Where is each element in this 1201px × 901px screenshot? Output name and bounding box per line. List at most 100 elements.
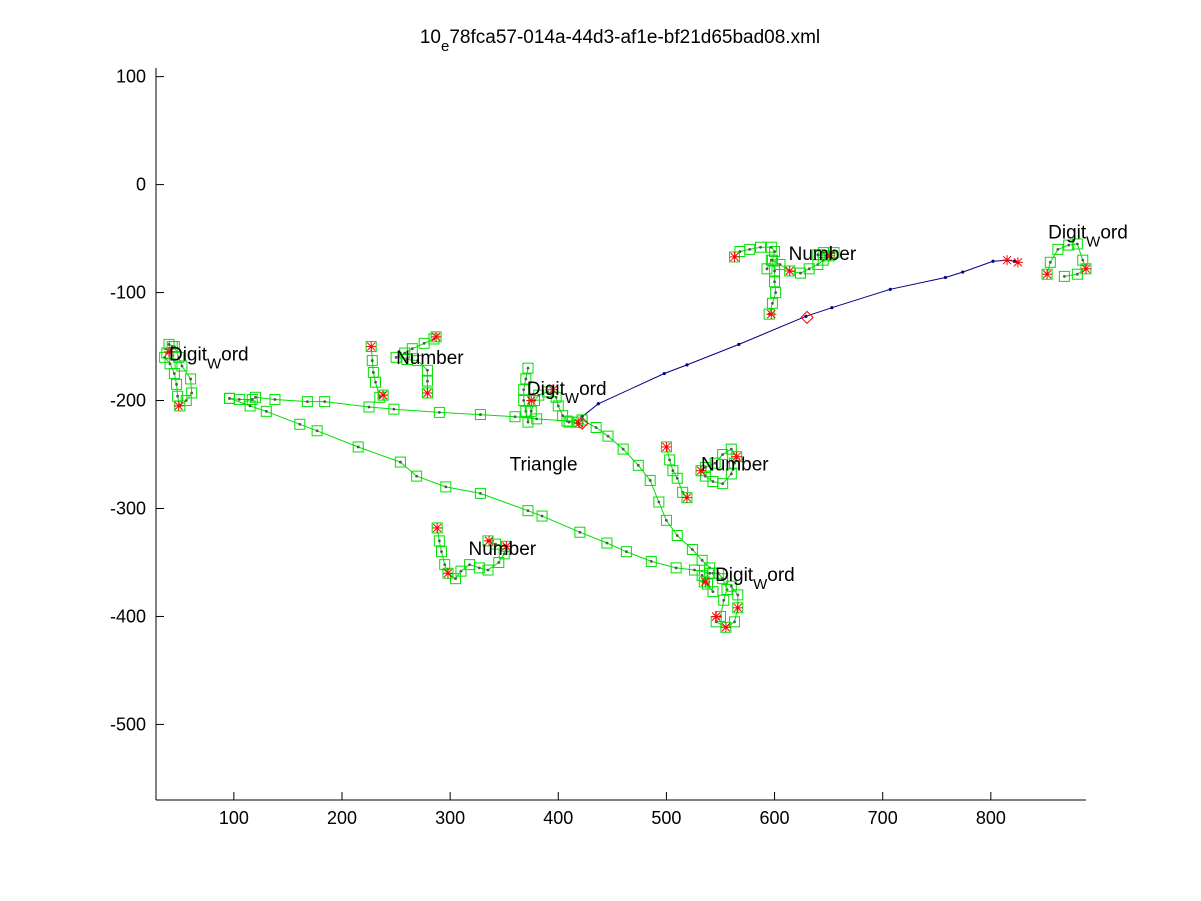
data-point-dot: [264, 409, 268, 413]
data-point-box: [645, 555, 657, 567]
data-point-box: [617, 443, 629, 455]
red-star-marker: [431, 332, 441, 342]
data-point-dot: [1048, 260, 1052, 264]
red-star-marker: [1042, 269, 1052, 279]
data-point-dot: [189, 377, 193, 381]
data-point-dot: [729, 472, 733, 476]
data-point-dot: [733, 461, 736, 465]
data-point-dot: [816, 253, 820, 257]
data-point-box: [1071, 268, 1083, 280]
data-point-box: [765, 241, 777, 253]
data-point-dot: [237, 398, 241, 401]
annotation-label: DigitWord: [1048, 223, 1128, 251]
data-point-dot: [479, 413, 482, 416]
series-line: [766, 252, 836, 274]
data-point-dot: [711, 480, 715, 483]
x-tick-label: 200: [327, 808, 357, 828]
data-point-dot: [374, 380, 377, 384]
data-point-dot: [416, 359, 420, 362]
data-point-dot: [190, 391, 194, 395]
annotation-label: DigitWord: [715, 565, 795, 593]
data-point-dot: [405, 358, 409, 361]
data-point-box: [671, 529, 683, 541]
red-star-marker: [443, 568, 453, 578]
data-point-dot: [729, 447, 733, 451]
data-point-dot: [625, 550, 628, 554]
data-point-dot: [722, 598, 726, 602]
data-point-dot: [367, 405, 371, 409]
data-point-box: [620, 546, 632, 558]
red-star-marker: [721, 622, 731, 632]
data-point-box: [732, 589, 744, 601]
data-point-box: [233, 393, 245, 405]
data-point-box: [246, 393, 258, 405]
data-point-dot: [437, 539, 441, 543]
data-point-box: [525, 405, 537, 417]
data-point-dot: [170, 345, 174, 348]
red-star-marker: [502, 541, 511, 551]
data-point-dot: [522, 399, 526, 402]
annotation-text: ord: [767, 565, 794, 586]
annotation-text: Number: [396, 348, 464, 369]
data-point-dot: [459, 569, 463, 573]
data-point-dot: [561, 414, 565, 418]
data-point-box: [1071, 238, 1083, 250]
data-point-box: [671, 472, 683, 484]
annotation-label: Number: [789, 244, 857, 265]
annotation-label: Triangle: [510, 455, 578, 476]
data-point-box: [522, 362, 534, 374]
data-point-box: [721, 583, 733, 595]
series-line: [581, 259, 1019, 418]
data-point-box: [1052, 243, 1064, 255]
x-tick-label: 100: [219, 808, 249, 828]
data-point-box: [185, 373, 197, 385]
data-point-box: [660, 514, 672, 526]
data-point-dot: [675, 534, 679, 537]
data-point-dot: [778, 263, 782, 266]
data-series: [159, 238, 1092, 633]
data-point-box: [574, 526, 586, 538]
data-point-dot: [522, 388, 526, 392]
data-point-dot: [943, 275, 948, 280]
x-tick-label: 800: [976, 808, 1006, 828]
data-point-box: [294, 418, 306, 430]
data-point-dot: [537, 393, 541, 397]
data-point-dot: [305, 400, 309, 404]
data-point-dot: [1062, 274, 1066, 278]
series-line: [581, 419, 711, 569]
annotation-label: DigitWord: [169, 345, 249, 373]
data-point-dot: [991, 259, 995, 263]
data-point-dot: [713, 461, 717, 465]
series-line: [734, 246, 777, 315]
x-tick-label: 300: [435, 808, 465, 828]
annotation-text: ord: [579, 379, 606, 400]
red-star-marker: [711, 612, 721, 621]
data-point-dot: [596, 402, 600, 406]
red-star-marker: [174, 401, 184, 411]
annotation-text: Number: [789, 244, 857, 265]
data-point-box: [828, 247, 840, 259]
annotation-text: Number: [469, 539, 537, 560]
data-point-dot: [524, 377, 528, 381]
red-star-marker: [484, 536, 494, 546]
data-point-box: [602, 430, 614, 442]
red-diamond-marker: [800, 310, 814, 325]
data-point-box: [1063, 239, 1075, 251]
data-point-dot: [175, 382, 178, 386]
data-point-box: [399, 347, 411, 359]
data-point-box: [311, 425, 323, 437]
data-point-dot: [733, 620, 736, 624]
data-point-dot: [356, 445, 360, 449]
red-star-marker: [1002, 255, 1012, 265]
data-point-dot: [403, 351, 407, 355]
data-point-box: [509, 411, 521, 423]
chart-title-subscript: e: [441, 38, 449, 55]
red-star-marker: [682, 493, 692, 503]
annotation-label: Number: [396, 348, 464, 369]
data-point-dot: [668, 458, 672, 462]
red-star-marker: [1081, 264, 1091, 274]
y-tick-label: 100: [116, 67, 146, 87]
red-star-marker: [548, 385, 558, 395]
data-point-dot: [486, 568, 490, 572]
